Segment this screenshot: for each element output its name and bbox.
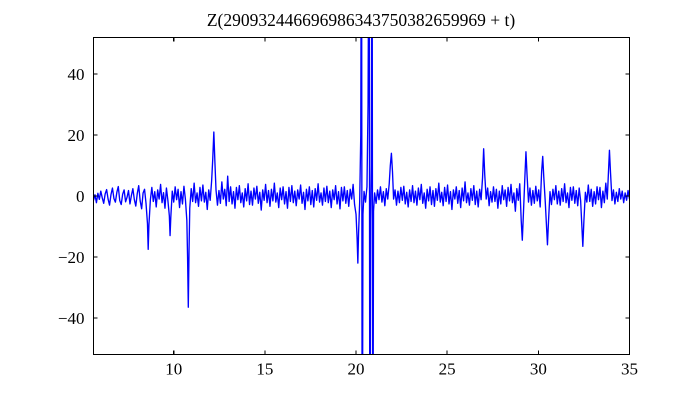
chart-title: Z(290932446696986343750382659969 + t): [207, 10, 515, 30]
y-tick-label: 40: [68, 65, 85, 84]
x-tick-label: 10: [165, 360, 182, 379]
y-tick-label: 20: [68, 126, 85, 145]
x-tick-label: 25: [439, 360, 456, 379]
data-line-z: [93, 37, 630, 355]
data-region: [93, 37, 630, 355]
y-axis-ticks: −40 −20 0 20 40: [58, 65, 630, 328]
x-axis-ticks: 10 15 20 25 30 35: [165, 37, 638, 379]
x-tick-label: 35: [621, 360, 638, 379]
x-tick-label: 20: [348, 360, 365, 379]
axes-spines: [92, 36, 631, 356]
y-tick-label: −20: [58, 248, 85, 267]
x-tick-label: 15: [256, 360, 273, 379]
y-tick-label: −40: [58, 309, 85, 328]
x-tick-label: 30: [530, 360, 547, 379]
axes-frame: [92, 36, 631, 356]
y-tick-label: 0: [76, 187, 85, 206]
